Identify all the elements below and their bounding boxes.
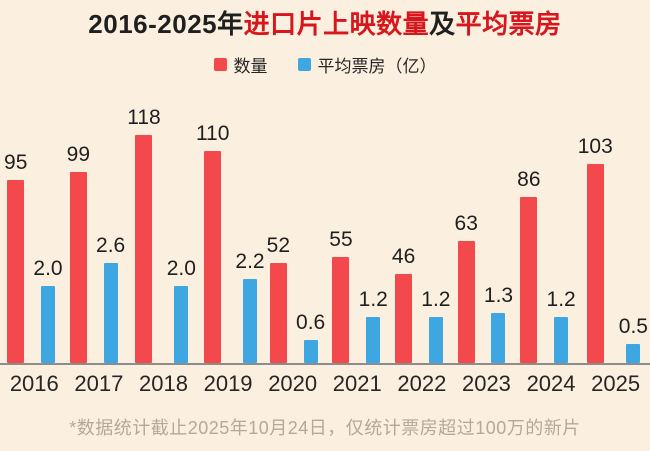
year-label: 2025 <box>591 371 641 396</box>
legend-label: 平均票房（亿） <box>317 56 437 76</box>
bar-wrap: 2.0 <box>167 87 196 363</box>
legend-label: 数量 <box>233 56 268 76</box>
bar-segment <box>204 151 222 363</box>
bar-wrap: 52 <box>267 87 290 363</box>
bar-wrap: 63 <box>455 87 478 363</box>
bar-group-2017: 99 2.6 <box>65 87 128 363</box>
year-label: 2019 <box>203 371 253 396</box>
value-label: 118 <box>127 106 161 129</box>
bar-segment <box>243 279 258 363</box>
legend-item: 数量 <box>213 52 268 77</box>
bar-segment <box>69 172 87 363</box>
bar-segment <box>135 135 153 363</box>
bar-wrap: 110 <box>196 87 229 363</box>
year-label: 2016 <box>9 371 59 396</box>
value-label: 2.6 <box>96 234 126 257</box>
year-label: 2022 <box>397 371 447 396</box>
year-label: 2018 <box>139 371 188 396</box>
title-part: 平均票房 <box>455 9 562 39</box>
bar-segment <box>520 197 538 363</box>
bar-group-2019: 110 2.2 <box>196 87 265 363</box>
legend-swatch-icon <box>297 57 311 71</box>
page-title: 2016-2025年进口片上映数量及平均票房 <box>0 8 650 40</box>
value-label: 103 <box>577 135 613 158</box>
bar-segment <box>491 313 506 363</box>
bar-wrap: 2.2 <box>235 87 265 363</box>
x-axis-labels: 2016 2017 2018 2019 2020 2021 2022 2023 2024 2025 <box>0 371 650 397</box>
bar-wrap: 86 <box>517 87 541 363</box>
title-part: 2016-2025年 <box>88 9 244 39</box>
value-label: 1.2 <box>421 288 451 311</box>
bar-wrap: 99 <box>67 87 90 363</box>
value-label: 95 <box>4 151 28 174</box>
bar-segment <box>174 286 189 363</box>
bar-groups: 95 2.0 99 2.6 118 2.0 110 2.2 52 0.6 55 1.2 46 1.2 63 1… <box>0 87 650 363</box>
bar-group-2023: 63 1.3 <box>453 87 516 363</box>
year-label: 2021 <box>332 371 382 396</box>
bar-wrap: 2.0 <box>33 87 63 363</box>
bar-group-2021: 55 1.2 <box>327 87 390 363</box>
chart-plot-area: 95 2.0 99 2.6 118 2.0 110 2.2 52 0.6 55 1.2 46 1.2 63 1… <box>0 87 650 365</box>
value-label: 1.3 <box>483 284 514 307</box>
value-label: 86 <box>517 168 541 191</box>
value-label: 52 <box>266 234 291 257</box>
value-label: 46 <box>391 245 416 268</box>
bar-wrap: 1.2 <box>421 87 450 363</box>
bar-wrap: 1.3 <box>484 87 513 363</box>
bar-segment <box>366 317 381 363</box>
value-label: 2.0 <box>33 257 63 280</box>
legend-item: 平均票房（亿） <box>297 52 437 77</box>
bar-segment <box>586 164 604 363</box>
bar-segment <box>626 344 641 363</box>
title-part: 进口片上映数量 <box>243 9 430 39</box>
bar-wrap: 118 <box>127 87 161 363</box>
bar-segment <box>395 274 413 363</box>
bar-group-2020: 52 0.6 <box>265 87 328 363</box>
year-label: 2017 <box>74 371 124 396</box>
year-label: 2024 <box>526 371 576 396</box>
bar-segment <box>269 263 287 363</box>
bar-wrap: 0.6 <box>296 87 325 363</box>
bar-segment <box>103 263 118 363</box>
bar-group-2018: 118 2.0 <box>127 87 196 363</box>
bar-segment <box>40 286 55 363</box>
bar-wrap: 1.2 <box>359 87 388 363</box>
value-label: 63 <box>454 212 478 235</box>
bar-wrap: 95 <box>4 87 27 363</box>
bar-group-2024: 86 1.2 <box>515 87 578 363</box>
value-label: 1.2 <box>546 288 576 311</box>
bar-wrap: 2.6 <box>96 87 125 363</box>
bar-segment <box>7 180 25 363</box>
bar-group-2025: 103 0.5 <box>578 87 648 363</box>
legend-swatch-icon <box>213 57 227 71</box>
bar-wrap: 103 <box>578 87 613 363</box>
bar-wrap: 46 <box>392 87 415 363</box>
value-label: 1.2 <box>358 288 388 311</box>
year-label: 2020 <box>268 371 318 396</box>
value-label: 110 <box>195 122 230 145</box>
value-label: 2.0 <box>166 257 196 280</box>
bar-segment <box>332 257 350 363</box>
bar-wrap: 55 <box>329 87 353 363</box>
value-label: 0.5 <box>618 315 648 338</box>
bar-wrap: 1.2 <box>547 87 576 363</box>
bar-wrap: 0.5 <box>619 87 648 363</box>
bar-group-2022: 46 1.2 <box>390 87 453 363</box>
bar-segment <box>428 317 443 363</box>
chart-legend: 数量 平均票房（亿） <box>0 52 650 77</box>
bar-group-2016: 95 2.0 <box>2 87 65 363</box>
value-label: 2.2 <box>235 250 265 273</box>
value-label: 99 <box>66 143 91 166</box>
year-label: 2023 <box>461 371 511 396</box>
bar-segment <box>457 241 475 363</box>
title-part: 及 <box>429 9 456 39</box>
value-label: 55 <box>329 228 353 251</box>
footnote: *数据统计截止2025年10月24日，仅统计票房超过100万的新片 <box>69 418 581 438</box>
bar-segment <box>303 340 318 363</box>
bar-segment <box>554 317 569 363</box>
value-label: 0.6 <box>296 311 326 334</box>
